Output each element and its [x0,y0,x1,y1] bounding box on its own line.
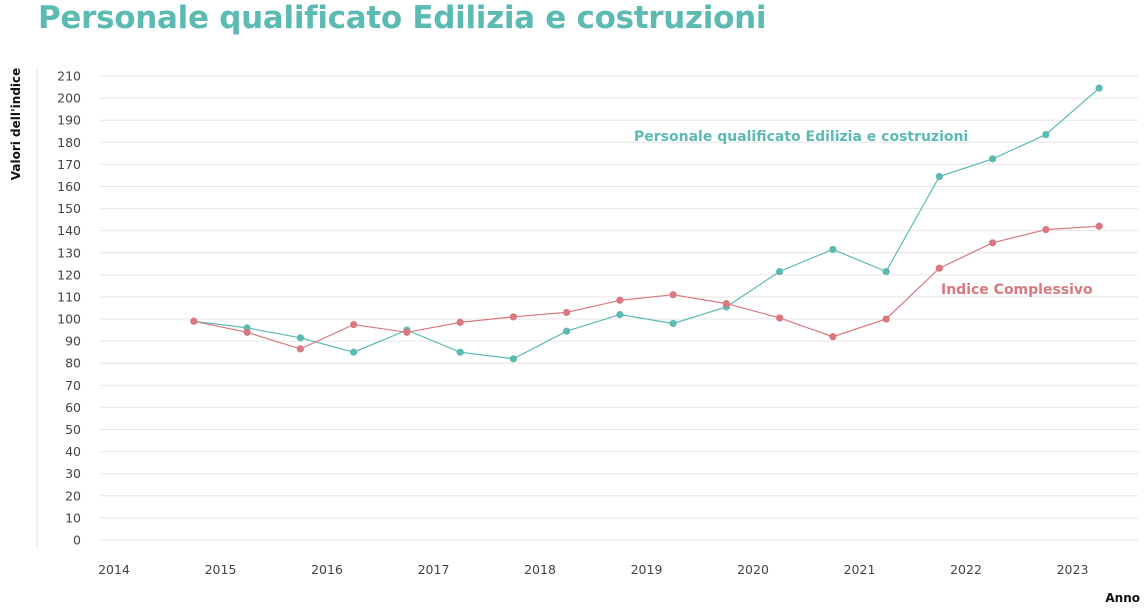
y-tick-label: 210 [57,69,81,84]
data-point [616,311,624,319]
data-point [296,345,304,353]
data-point [350,348,358,356]
y-tick-label: 60 [65,400,81,415]
y-tick-label: 20 [65,488,81,503]
x-tick-label: 2014 [98,562,130,577]
data-point [1042,130,1050,139]
series-line-0 [193,87,1100,360]
data-point [776,267,784,276]
y-tick-label: 10 [65,510,81,525]
data-point [403,328,411,336]
x-axis-label: Anno [1105,591,1140,605]
chart-title: Personale qualificato Edilizia e costruz… [38,0,767,36]
data-point [296,334,304,342]
data-point [350,320,358,329]
data-point [989,155,997,163]
data-point [456,348,464,356]
y-tick-label: 70 [65,378,81,393]
y-tick-label: 110 [57,289,81,304]
x-tick-label: 2015 [205,562,237,577]
y-tick-label: 190 [57,113,81,128]
data-point [616,296,624,304]
data-point [669,319,677,328]
y-tick-label: 40 [65,444,81,459]
data-point [509,355,517,363]
series-line-1 [193,225,1100,350]
data-point [190,317,198,325]
data-point [882,267,890,276]
y-tick-label: 0 [73,533,81,548]
data-point [669,291,677,299]
x-tick-label: 2022 [950,562,982,577]
x-tick-label: 2021 [844,562,876,577]
y-tick-label: 50 [65,422,81,437]
data-point [882,315,890,323]
series-label: Indice Complessivo [941,282,1093,298]
y-tick-label: 30 [65,466,81,481]
x-tick-label: 2016 [311,562,343,577]
y-tick-label: 170 [57,157,81,172]
y-tick-label: 160 [57,179,81,194]
data-point [989,239,997,247]
y-tick-label: 90 [65,334,81,349]
y-tick-label: 100 [57,312,81,327]
x-tick-label: 2019 [631,562,663,577]
data-point [935,172,943,181]
y-tick-label: 200 [57,91,81,106]
data-point [829,333,837,341]
x-tick-label: 2023 [1057,562,1089,577]
x-tick-label: 2018 [524,562,556,577]
data-point [1095,222,1103,230]
y-tick-label: 130 [57,245,81,260]
y-tick-label: 120 [57,267,81,282]
data-point [935,264,943,272]
x-tick-label: 2020 [737,562,769,577]
y-axis-label: Valori dell'indice [9,68,23,181]
data-point [243,328,251,336]
data-point [829,245,837,254]
data-point [563,308,571,317]
data-point [456,318,464,326]
data-point [722,299,730,308]
y-tick-label: 80 [65,356,81,371]
data-point [509,313,517,321]
y-tick-label: 150 [57,201,81,216]
y-tick-label: 180 [57,135,81,150]
y-tick-label: 140 [57,223,81,238]
x-tick-label: 2017 [418,562,450,577]
data-point [1095,84,1103,92]
data-point [563,327,571,335]
series-label: Personale qualificato Edilizia e costruz… [634,129,968,145]
data-point [1042,225,1050,234]
data-point [776,314,784,322]
